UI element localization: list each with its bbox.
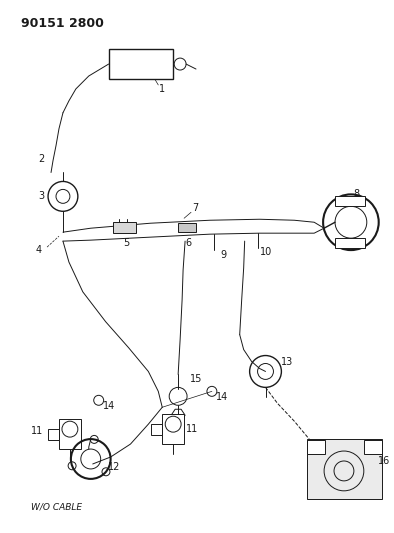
FancyBboxPatch shape [335, 238, 365, 248]
FancyBboxPatch shape [178, 223, 196, 232]
Text: 3: 3 [38, 191, 44, 201]
Text: 11: 11 [31, 426, 43, 436]
FancyBboxPatch shape [151, 424, 162, 435]
FancyBboxPatch shape [59, 419, 81, 449]
Text: W/O CABLE: W/O CABLE [31, 502, 82, 511]
Text: 16: 16 [377, 456, 390, 466]
Text: 90151 2800: 90151 2800 [21, 17, 104, 30]
FancyBboxPatch shape [364, 440, 382, 454]
FancyBboxPatch shape [109, 49, 173, 79]
FancyBboxPatch shape [307, 440, 325, 454]
Text: 6: 6 [185, 238, 191, 248]
Text: 14: 14 [102, 401, 115, 411]
FancyBboxPatch shape [48, 429, 59, 440]
Text: 14: 14 [216, 392, 228, 402]
FancyBboxPatch shape [113, 222, 136, 233]
Text: 12: 12 [108, 462, 121, 472]
Text: 5: 5 [123, 238, 130, 248]
Text: 7: 7 [192, 203, 198, 213]
FancyBboxPatch shape [307, 439, 382, 499]
FancyBboxPatch shape [162, 414, 184, 444]
Text: 10: 10 [260, 247, 273, 257]
Text: 8: 8 [354, 189, 360, 199]
Text: 15: 15 [190, 374, 202, 384]
Text: 9: 9 [221, 250, 227, 260]
Text: 13: 13 [281, 357, 294, 367]
Text: 11: 11 [186, 424, 198, 434]
Text: 2: 2 [38, 154, 44, 164]
Text: 1: 1 [159, 84, 165, 94]
FancyBboxPatch shape [335, 196, 365, 206]
Text: 4: 4 [36, 245, 42, 255]
